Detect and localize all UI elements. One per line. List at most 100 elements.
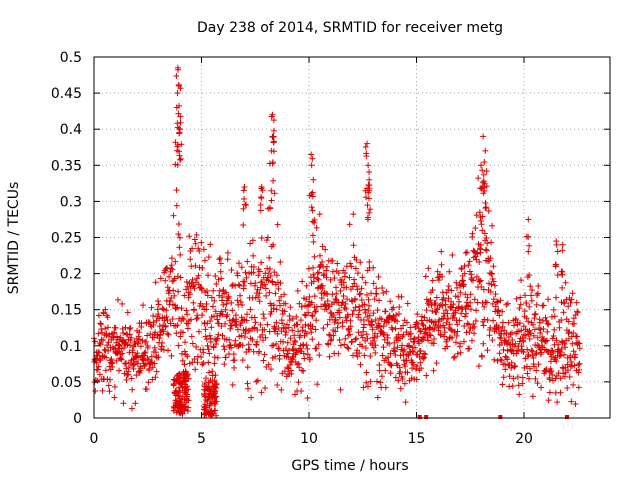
data-point: [291, 391, 298, 398]
data-point: [104, 342, 111, 349]
data-point: [479, 353, 486, 360]
data-point: [332, 295, 339, 302]
data-point: [243, 274, 250, 281]
data-point: [490, 296, 497, 303]
data-point: [574, 308, 581, 315]
data-point: [464, 294, 471, 301]
data-point: [413, 319, 420, 326]
data-point: [433, 309, 440, 316]
data-point: [177, 333, 184, 340]
data-point: [99, 387, 106, 394]
data-point: [180, 370, 187, 377]
data-point: [319, 282, 326, 289]
data-point: [363, 369, 370, 376]
data-point: [365, 162, 372, 169]
data-point: [173, 187, 180, 194]
data-point: [97, 320, 104, 327]
data-point: [394, 318, 401, 325]
data-point: [480, 178, 487, 185]
data-point: [359, 343, 366, 350]
data-point: [355, 303, 362, 310]
data-point: [222, 354, 229, 361]
data-point: [576, 340, 583, 347]
data-point: [548, 313, 555, 320]
data-point: [192, 262, 199, 269]
data-point: [510, 375, 517, 382]
data-point: [417, 328, 424, 335]
data-point: [254, 286, 261, 293]
data-point: [154, 297, 161, 304]
data-point: [538, 349, 545, 356]
data-point: [560, 309, 567, 316]
data-point: [123, 376, 130, 383]
data-point: [450, 301, 457, 308]
data-point: [322, 290, 329, 297]
data-point: [363, 150, 370, 157]
data-point: [141, 363, 148, 370]
data-point: [239, 342, 246, 349]
data-point: [512, 315, 519, 322]
data-point: [482, 299, 489, 306]
data-point: [401, 346, 408, 353]
data-point: [534, 334, 541, 341]
data-point: [300, 342, 307, 349]
data-point: [212, 308, 219, 315]
data-point: [455, 293, 462, 300]
data-point: [382, 367, 389, 374]
data-point: [480, 322, 487, 329]
data-point: [357, 290, 364, 297]
data-point: [296, 364, 303, 371]
data-point: [532, 311, 539, 318]
data-point: [220, 301, 227, 308]
data-point: [309, 207, 316, 214]
y-tick-label: 0.05: [51, 375, 82, 391]
data-point: [278, 386, 285, 393]
data-point: [295, 379, 302, 386]
data-point: [443, 289, 450, 296]
data-point: [149, 376, 156, 383]
data-point: [310, 176, 317, 183]
data-point: [177, 113, 184, 120]
data-point: [429, 286, 436, 293]
data-point: [358, 285, 365, 292]
data-point: [308, 329, 315, 336]
data-point: [245, 385, 252, 392]
data-point: [267, 366, 274, 373]
data-point: [365, 189, 372, 196]
data-point: [491, 356, 498, 363]
data-point: [124, 341, 131, 348]
data-point: [408, 330, 415, 337]
data-point: [170, 212, 177, 219]
data-point: [527, 365, 534, 372]
data-point: [379, 352, 386, 359]
data-point: [525, 216, 532, 223]
data-point: [202, 407, 209, 414]
data-point: [163, 307, 170, 314]
data-point: [181, 292, 188, 299]
data-point: [304, 351, 311, 358]
data-point: [402, 399, 409, 406]
data-point: [288, 370, 295, 377]
data-point: [333, 284, 340, 291]
data-point: [215, 320, 222, 327]
data-point: [256, 298, 263, 305]
data-point: [542, 314, 549, 321]
data-point: [572, 401, 579, 408]
data-point: [441, 329, 448, 336]
data-point: [139, 356, 146, 363]
data-point: [281, 308, 288, 315]
data-point: [261, 351, 268, 358]
data-point: [508, 364, 515, 371]
data-point: [336, 336, 343, 343]
data-point: [473, 307, 480, 314]
data-point: [364, 216, 371, 223]
data-point: [164, 264, 171, 271]
data-point: [95, 348, 102, 355]
data-point: [296, 300, 303, 307]
data-point: [299, 278, 306, 285]
data-point: [489, 337, 496, 344]
data-point: [268, 308, 275, 315]
y-tick-label: 0: [73, 411, 82, 427]
data-point: [314, 270, 321, 277]
data-point: [551, 326, 558, 333]
